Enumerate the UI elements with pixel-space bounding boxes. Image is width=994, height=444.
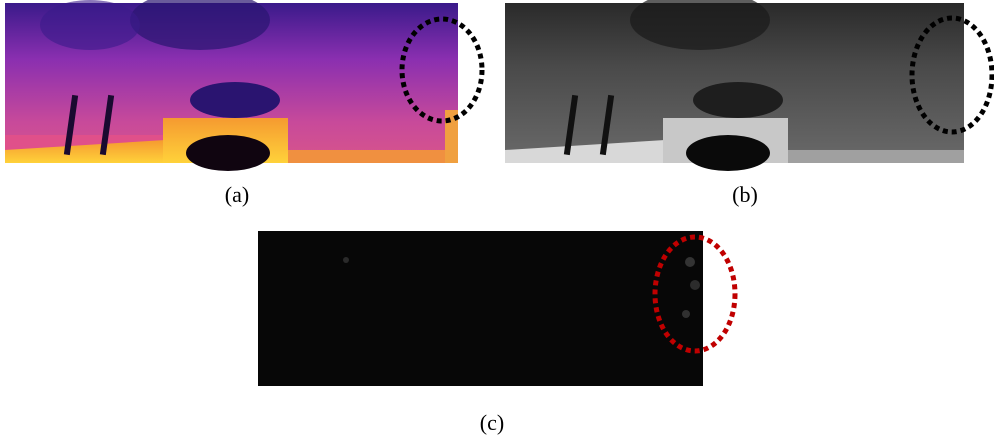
grayscale-image <box>505 0 992 171</box>
thermal-image <box>5 0 482 171</box>
panel-label: (a) <box>225 182 249 207</box>
page: (a) (b) (c) (() => { const data = JSON.p… <box>0 0 994 444</box>
difference-image <box>258 231 735 386</box>
panel-label: (b) <box>732 182 758 207</box>
figure: (a) (b) (c) <box>0 0 994 444</box>
panel-label: (c) <box>480 410 504 435</box>
